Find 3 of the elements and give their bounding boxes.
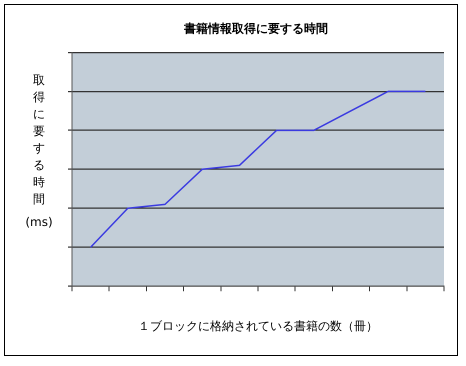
x-axis-title: １ブロックに格納されている書籍の数（冊） [138,318,378,333]
chart-title: 書籍情報取得に要する時間 [183,21,328,36]
text: 取得に要する時間(ms) [25,73,53,229]
